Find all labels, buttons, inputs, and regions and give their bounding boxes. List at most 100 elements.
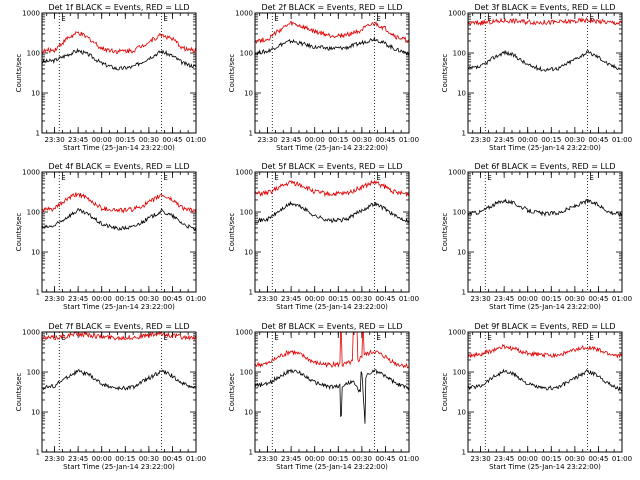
marker-label: E: [376, 15, 380, 23]
plot-frame: [467, 12, 623, 134]
plot-frame: [41, 12, 197, 134]
marker-label: E: [163, 334, 167, 342]
x-tick-label: 23:45: [281, 455, 301, 463]
x-tick-label: 23:45: [68, 295, 88, 303]
marker-label: E: [163, 174, 167, 182]
x-tick-label: 00:30: [352, 136, 372, 144]
events-series-line: [467, 368, 623, 393]
x-tick-label: 00:30: [565, 295, 585, 303]
x-tick-label: 23:45: [494, 136, 514, 144]
marker-label: E: [274, 334, 278, 342]
x-tick-label: 00:30: [139, 136, 159, 144]
y-axis-label: Counts/sec: [15, 54, 23, 93]
marker-label: E: [589, 174, 593, 182]
y-tick-label: 10: [31, 409, 40, 417]
panel-8: Det 8f BLACK = Events, RED = LLD 1 10 100 10…: [228, 322, 419, 471]
marker-label: E: [163, 15, 167, 23]
panel-4: Det 4f BLACK = Events, RED = LLD 1 10 100 10…: [15, 162, 206, 311]
x-tick-label: 23:45: [68, 455, 88, 463]
panel-title: Det 1f BLACK = Events, RED = LLD: [48, 3, 189, 12]
lld-series-line: [254, 179, 410, 198]
x-tick-label: 00:00: [92, 455, 112, 463]
events-series-line: [41, 207, 197, 232]
marker-label: E: [61, 174, 65, 182]
x-axis-label: Start Time (25-Jan-14 23:22:00): [276, 144, 388, 152]
x-axis-label: Start Time (25-Jan-14 23:22:00): [276, 303, 388, 311]
marker-label: E: [589, 334, 593, 342]
lld-series-line: [254, 20, 410, 44]
x-tick-label: 00:15: [328, 136, 348, 144]
y-tick-label: 1: [36, 449, 40, 457]
y-axis-label: Counts/sec: [228, 54, 236, 93]
panel-3: Det 3f BLACK = Events, RED = LLD 1 10 100 10…: [441, 3, 632, 152]
y-tick-label: 1000: [448, 169, 466, 177]
x-tick-label: 00:45: [375, 455, 395, 463]
y-tick-label: 100: [240, 50, 253, 58]
y-tick-label: 10: [244, 90, 253, 98]
lld-series-line: [467, 343, 623, 359]
x-tick-label: 00:45: [162, 295, 182, 303]
x-tick-label: 00:45: [162, 455, 182, 463]
plot-frame: [41, 171, 197, 293]
y-tick-label: 100: [453, 209, 466, 217]
marker-label: E: [376, 334, 380, 342]
x-tick-label: 00:30: [139, 295, 159, 303]
x-tick-label: 00:45: [162, 136, 182, 144]
events-series-line: [254, 36, 410, 56]
lld-series-line: [254, 331, 410, 369]
y-tick-label: 1000: [235, 10, 253, 18]
x-tick-label: 01:00: [186, 295, 206, 303]
y-tick-label: 10: [31, 90, 40, 98]
x-tick-label: 00:45: [588, 295, 608, 303]
y-tick-label: 10: [244, 409, 253, 417]
x-tick-label: 00:15: [115, 136, 135, 144]
lld-series-line: [41, 330, 197, 342]
x-tick-label: 01:00: [612, 295, 632, 303]
y-tick-label: 100: [27, 209, 40, 217]
lld-series-line: [41, 192, 197, 215]
x-tick-label: 23:30: [44, 136, 64, 144]
x-tick-label: 00:45: [375, 295, 395, 303]
marker-label: E: [487, 334, 491, 342]
x-tick-label: 23:45: [494, 295, 514, 303]
y-axis-label: Counts/sec: [441, 54, 449, 93]
x-tick-label: 00:30: [139, 455, 159, 463]
events-series-line: [254, 200, 410, 224]
panel-title: Det 8f BLACK = Events, RED = LLD: [261, 322, 402, 331]
x-tick-label: 00:30: [352, 295, 372, 303]
panel-5: Det 5f BLACK = Events, RED = LLD 1 10 100 10…: [228, 162, 419, 311]
y-axis-label: Counts/sec: [228, 373, 236, 412]
y-tick-label: 1: [462, 130, 466, 138]
events-series-line: [254, 368, 410, 424]
x-tick-label: 01:00: [399, 295, 419, 303]
y-tick-label: 100: [453, 369, 466, 377]
x-tick-label: 23:30: [470, 295, 490, 303]
x-axis-label: Start Time (25-Jan-14 23:22:00): [489, 303, 601, 311]
x-axis-label: Start Time (25-Jan-14 23:22:00): [63, 463, 175, 471]
plot-frame: [254, 171, 410, 293]
panel-title: Det 4f BLACK = Events, RED = LLD: [48, 162, 189, 171]
panel-title: Det 2f BLACK = Events, RED = LLD: [261, 3, 402, 12]
y-tick-label: 1000: [22, 169, 40, 177]
x-axis-label: Start Time (25-Jan-14 23:22:00): [489, 144, 601, 152]
marker-label: E: [376, 174, 380, 182]
x-tick-label: 00:15: [328, 455, 348, 463]
y-tick-label: 10: [31, 249, 40, 257]
panel-2: Det 2f BLACK = Events, RED = LLD 1 10 100 10…: [228, 3, 419, 152]
plot-frame: [467, 171, 623, 293]
events-series-line: [468, 49, 623, 72]
y-tick-label: 1000: [448, 10, 466, 18]
x-tick-label: 00:00: [305, 295, 325, 303]
y-tick-label: 1: [249, 449, 253, 457]
x-tick-label: 00:15: [541, 295, 561, 303]
lld-series-line: [41, 31, 197, 55]
panel-6: Det 6f BLACK = Events, RED = LLD 1 10 100 10…: [441, 162, 632, 311]
panel-title: Det 6f BLACK = Events, RED = LLD: [474, 162, 615, 171]
x-tick-label: 23:30: [257, 455, 277, 463]
y-tick-label: 100: [240, 209, 253, 217]
y-tick-label: 1: [462, 289, 466, 297]
y-tick-label: 1000: [448, 329, 466, 337]
y-tick-label: 1: [249, 130, 253, 138]
y-tick-label: 1: [249, 289, 253, 297]
